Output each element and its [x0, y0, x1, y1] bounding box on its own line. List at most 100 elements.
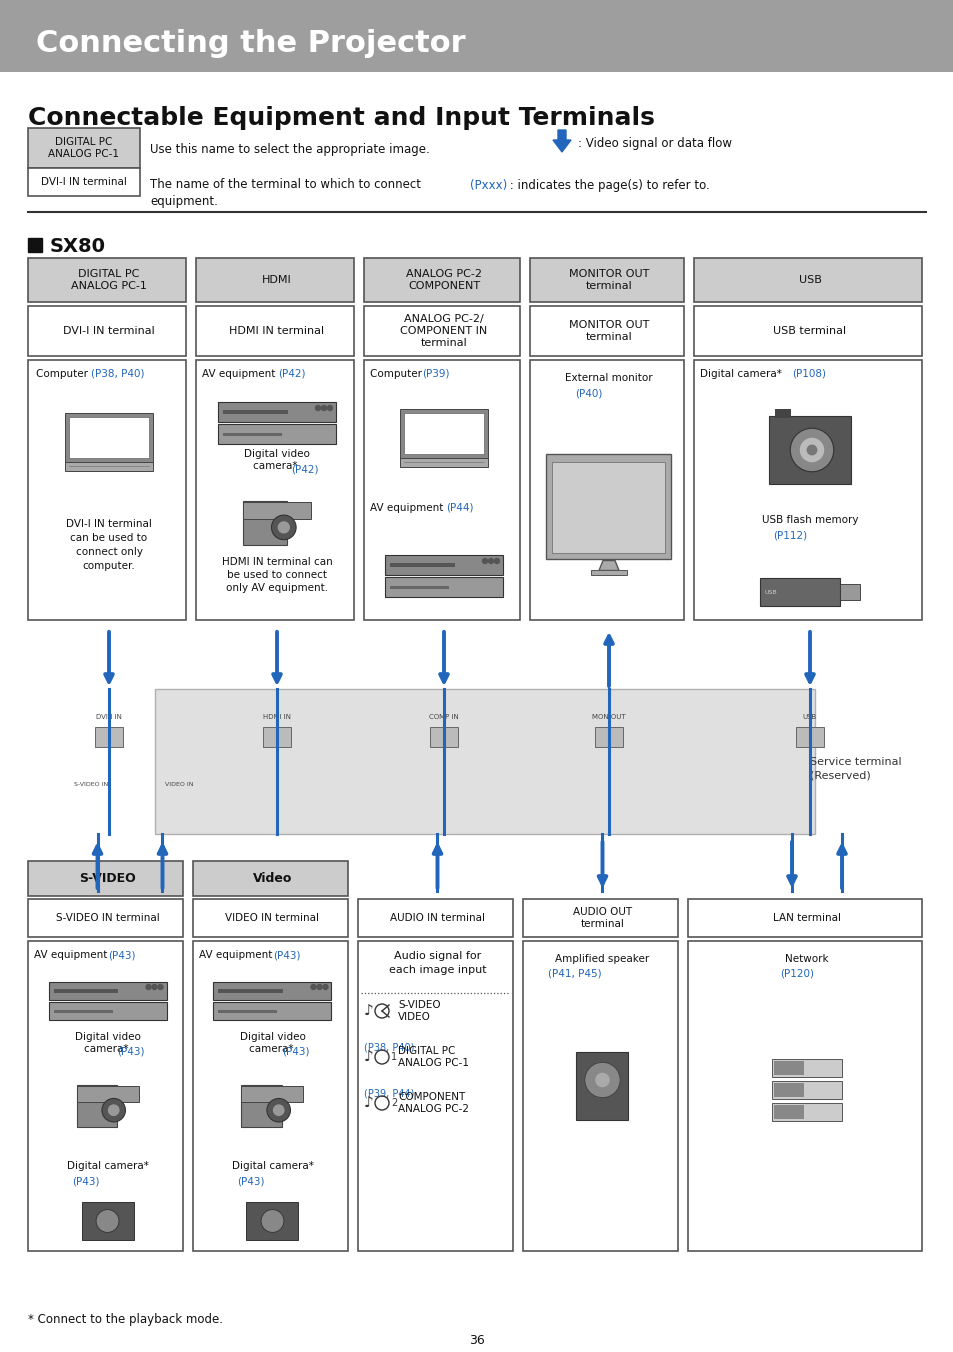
Bar: [213, 1002, 331, 1019]
Text: AV equipment: AV equipment: [34, 950, 111, 960]
Text: (P42): (P42): [291, 464, 318, 475]
Text: AV equipment: AV equipment: [199, 950, 275, 960]
Text: (Pxxx): (Pxxx): [470, 178, 507, 192]
Text: HDMI IN terminal: HDMI IN terminal: [230, 326, 324, 337]
Text: HDMI IN: HDMI IN: [263, 714, 291, 721]
Text: Digital video
camera*: Digital video camera*: [244, 449, 310, 472]
Bar: [773, 1083, 803, 1096]
Text: USB: USB: [802, 714, 817, 721]
Text: Digital video
camera*: Digital video camera*: [239, 1032, 305, 1055]
Bar: [390, 562, 455, 566]
Bar: [193, 861, 348, 896]
Bar: [795, 727, 823, 748]
Text: Digital camera*: Digital camera*: [700, 369, 784, 379]
Text: Digital camera*: Digital camera*: [232, 1161, 314, 1171]
Text: 1: 1: [391, 1052, 396, 1063]
Circle shape: [261, 1210, 284, 1233]
Bar: [218, 402, 335, 422]
Bar: [357, 899, 513, 937]
Text: COMP IN: COMP IN: [429, 714, 458, 721]
Text: ANALOG PC-1: ANALOG PC-1: [397, 1059, 469, 1068]
Text: (P38, P40): (P38, P40): [91, 369, 144, 379]
Bar: [65, 412, 152, 462]
Circle shape: [316, 984, 322, 990]
Bar: [522, 899, 678, 937]
Bar: [693, 258, 921, 301]
Text: ANALOG PC-2
COMPONENT: ANALOG PC-2 COMPONENT: [406, 269, 481, 291]
Text: ANALOG PC-2: ANALOG PC-2: [397, 1105, 469, 1114]
Text: DIGITAL PC
ANALOG PC-1: DIGITAL PC ANALOG PC-1: [71, 269, 147, 291]
Bar: [28, 861, 183, 896]
Circle shape: [273, 1105, 284, 1117]
Bar: [576, 1052, 628, 1119]
Bar: [28, 258, 186, 301]
Bar: [595, 727, 622, 748]
Bar: [223, 433, 282, 435]
Text: S-VIDEO IN: S-VIDEO IN: [73, 781, 108, 787]
Bar: [28, 128, 140, 168]
Text: S-VIDEO: S-VIDEO: [397, 1000, 440, 1010]
Circle shape: [108, 1105, 119, 1117]
Bar: [49, 1002, 167, 1019]
Bar: [522, 941, 678, 1251]
Text: MONITOR OUT
terminal: MONITOR OUT terminal: [568, 269, 648, 291]
Bar: [195, 258, 354, 301]
Text: VIDEO IN: VIDEO IN: [165, 781, 193, 787]
Bar: [771, 1059, 841, 1078]
Bar: [28, 168, 140, 196]
Text: The name of the terminal to which to connect
equipment.: The name of the terminal to which to con…: [150, 178, 420, 208]
Bar: [687, 941, 921, 1251]
Bar: [243, 502, 311, 519]
Text: ♪: ♪: [364, 1095, 378, 1110]
Bar: [364, 306, 519, 356]
Text: (P38, P40): (P38, P40): [364, 1042, 414, 1052]
Text: AV equipment: AV equipment: [370, 503, 446, 512]
Bar: [687, 899, 921, 937]
Bar: [28, 899, 183, 937]
Text: HDMI IN terminal can
be used to connect
only AV equipment.: HDMI IN terminal can be used to connect …: [221, 557, 332, 594]
Bar: [430, 727, 457, 748]
Text: AUDIO IN terminal: AUDIO IN terminal: [390, 913, 484, 923]
Text: DVI-I IN terminal: DVI-I IN terminal: [63, 326, 154, 337]
Circle shape: [327, 406, 333, 411]
Text: VIDEO IN terminal: VIDEO IN terminal: [225, 913, 319, 923]
Circle shape: [311, 984, 315, 990]
Circle shape: [277, 522, 290, 534]
Circle shape: [494, 558, 499, 564]
Bar: [53, 990, 118, 992]
Bar: [403, 412, 483, 454]
Circle shape: [482, 558, 487, 564]
Bar: [28, 360, 186, 621]
Bar: [263, 727, 291, 748]
Text: ♪: ♪: [364, 1003, 378, 1018]
Bar: [154, 690, 814, 834]
Text: : indicates the page(s) to refer to.: : indicates the page(s) to refer to.: [505, 178, 709, 192]
Circle shape: [146, 984, 151, 990]
Text: AUDIO OUT
terminal: AUDIO OUT terminal: [573, 907, 632, 929]
Text: LAN terminal: LAN terminal: [772, 913, 841, 923]
Bar: [76, 1086, 116, 1128]
Bar: [193, 899, 348, 937]
Bar: [399, 410, 488, 458]
Bar: [28, 306, 186, 356]
Text: (P120): (P120): [780, 968, 813, 977]
Bar: [590, 569, 626, 575]
Bar: [69, 416, 149, 458]
Bar: [243, 502, 287, 545]
Polygon shape: [598, 561, 618, 571]
Circle shape: [315, 406, 320, 411]
Circle shape: [152, 984, 157, 990]
Bar: [28, 941, 183, 1251]
Text: Computer: Computer: [36, 369, 91, 379]
Circle shape: [96, 1210, 119, 1233]
Bar: [28, 238, 42, 251]
Text: Digital camera*: Digital camera*: [67, 1161, 149, 1171]
Text: (P108): (P108): [791, 369, 825, 379]
Bar: [771, 1082, 841, 1099]
Bar: [364, 360, 519, 621]
Text: (P112): (P112): [772, 530, 806, 539]
Text: USB: USB: [798, 274, 821, 285]
Text: ANALOG PC-2/
COMPONENT IN
terminal: ANALOG PC-2/ COMPONENT IN terminal: [400, 314, 487, 349]
Text: (P43): (P43): [108, 950, 135, 960]
Circle shape: [158, 984, 163, 990]
